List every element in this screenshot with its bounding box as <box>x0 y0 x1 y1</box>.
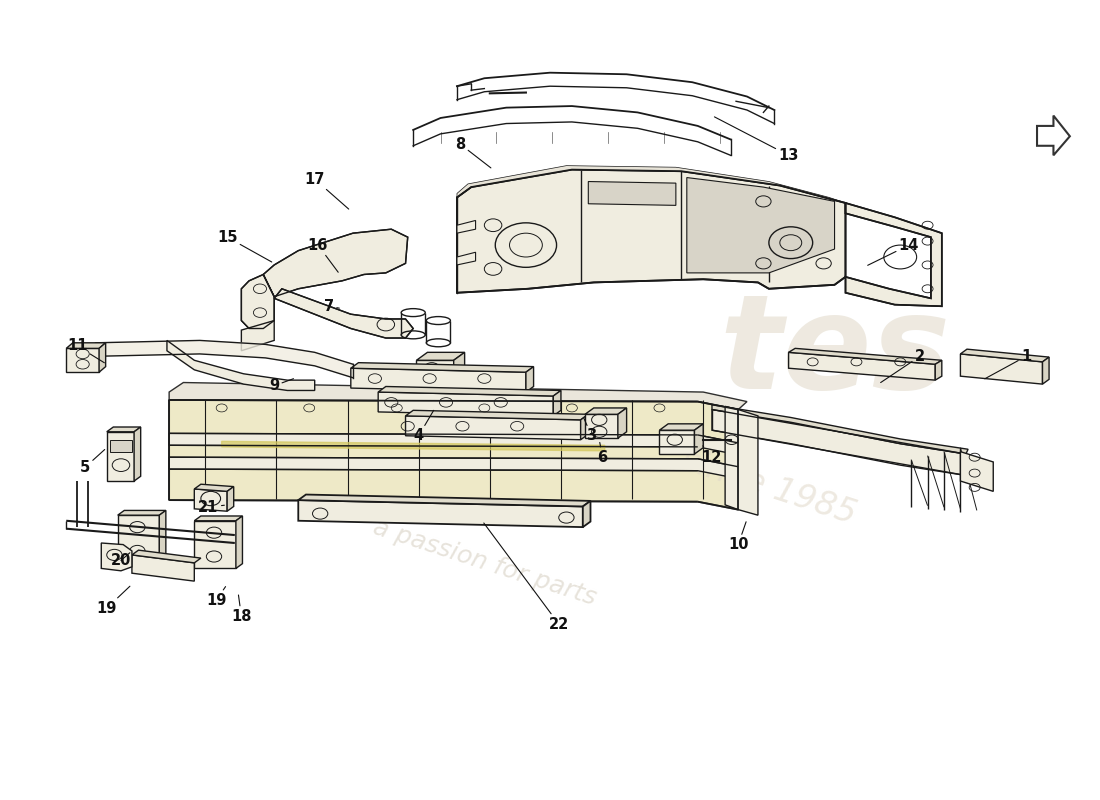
Polygon shape <box>712 405 968 454</box>
Polygon shape <box>107 427 141 432</box>
Text: 10: 10 <box>728 522 748 552</box>
Polygon shape <box>659 430 694 454</box>
Polygon shape <box>1043 357 1049 384</box>
Polygon shape <box>456 170 846 293</box>
Polygon shape <box>789 352 935 380</box>
Polygon shape <box>694 424 703 454</box>
Text: 14: 14 <box>868 238 920 266</box>
Polygon shape <box>417 360 453 398</box>
Polygon shape <box>227 486 233 511</box>
Polygon shape <box>99 342 106 372</box>
Polygon shape <box>195 516 242 521</box>
Polygon shape <box>659 424 703 430</box>
Text: tes: tes <box>719 289 950 416</box>
Polygon shape <box>241 274 274 329</box>
Polygon shape <box>167 341 315 390</box>
Polygon shape <box>406 416 581 440</box>
Polygon shape <box>456 221 475 233</box>
Text: 1: 1 <box>984 349 1031 379</box>
Polygon shape <box>101 543 132 571</box>
Polygon shape <box>274 289 414 338</box>
Polygon shape <box>553 390 561 416</box>
Text: 17: 17 <box>305 172 349 209</box>
Polygon shape <box>960 354 1043 384</box>
Polygon shape <box>169 457 738 478</box>
Polygon shape <box>585 414 618 438</box>
Polygon shape <box>351 362 534 372</box>
Polygon shape <box>378 392 553 416</box>
Polygon shape <box>846 203 942 306</box>
Text: 3: 3 <box>584 418 596 443</box>
Text: 22: 22 <box>484 523 569 631</box>
Polygon shape <box>169 382 747 410</box>
Polygon shape <box>118 515 160 563</box>
Polygon shape <box>960 349 1049 362</box>
Text: 12: 12 <box>702 446 723 465</box>
Polygon shape <box>110 440 132 452</box>
Polygon shape <box>583 501 591 527</box>
Polygon shape <box>88 341 353 378</box>
Text: 20: 20 <box>111 553 131 568</box>
Polygon shape <box>453 352 464 398</box>
Polygon shape <box>789 348 942 364</box>
Polygon shape <box>588 182 675 206</box>
Polygon shape <box>406 410 588 420</box>
Text: 5: 5 <box>79 450 104 475</box>
Polygon shape <box>526 366 534 392</box>
Polygon shape <box>725 406 758 515</box>
Polygon shape <box>118 510 166 515</box>
Polygon shape <box>235 516 242 569</box>
Text: 13: 13 <box>714 117 799 163</box>
Text: 9: 9 <box>270 378 294 393</box>
Polygon shape <box>241 321 274 350</box>
Polygon shape <box>378 386 561 396</box>
Polygon shape <box>618 408 627 438</box>
Text: 11: 11 <box>67 338 104 362</box>
Text: 19: 19 <box>206 586 227 608</box>
Polygon shape <box>222 442 605 451</box>
Polygon shape <box>195 521 235 569</box>
Polygon shape <box>132 550 201 563</box>
Polygon shape <box>456 166 846 203</box>
Text: 15: 15 <box>217 230 272 262</box>
Polygon shape <box>585 408 627 414</box>
Polygon shape <box>195 489 227 511</box>
Polygon shape <box>66 342 106 348</box>
Polygon shape <box>66 348 99 372</box>
Text: 16: 16 <box>308 238 338 272</box>
Text: 6: 6 <box>597 442 607 465</box>
Polygon shape <box>686 178 835 273</box>
Polygon shape <box>195 484 233 491</box>
Polygon shape <box>134 427 141 481</box>
Polygon shape <box>417 352 464 360</box>
Text: 19: 19 <box>97 586 130 616</box>
Polygon shape <box>107 432 134 481</box>
Text: since 1985: since 1985 <box>678 443 860 531</box>
Polygon shape <box>169 400 738 510</box>
Polygon shape <box>169 434 738 455</box>
Text: 2: 2 <box>881 349 925 382</box>
Text: 18: 18 <box>231 595 252 623</box>
Polygon shape <box>298 500 583 527</box>
Polygon shape <box>351 368 526 392</box>
Polygon shape <box>712 410 966 475</box>
Text: 21: 21 <box>198 500 224 514</box>
Text: a passion for parts: a passion for parts <box>370 515 600 610</box>
Polygon shape <box>456 252 475 265</box>
Polygon shape <box>298 494 591 506</box>
Polygon shape <box>581 414 589 440</box>
Text: 7: 7 <box>323 298 339 314</box>
Polygon shape <box>960 452 993 491</box>
Polygon shape <box>263 229 408 297</box>
Polygon shape <box>935 360 942 380</box>
Text: 8: 8 <box>455 137 491 168</box>
Polygon shape <box>160 510 166 563</box>
Text: 4: 4 <box>414 410 433 443</box>
Polygon shape <box>132 555 195 581</box>
